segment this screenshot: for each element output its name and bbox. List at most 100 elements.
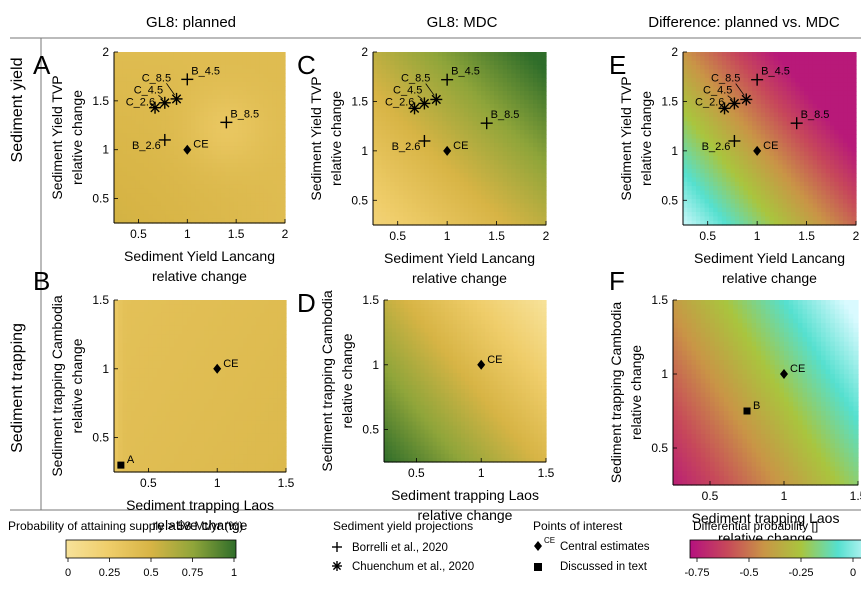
- heatmap-cell: [825, 177, 831, 183]
- heatmap-cell: [250, 111, 256, 117]
- heatmap-cell: [437, 125, 443, 131]
- heatmap-cell: [381, 194, 387, 200]
- heatmap-cell: [799, 116, 805, 122]
- heatmap-cell: [433, 138, 439, 144]
- heatmap-cell: [263, 205, 269, 211]
- heatmap-cell: [420, 168, 426, 174]
- heatmap-cell: [511, 125, 517, 131]
- heatmap-cell: [782, 73, 788, 79]
- heatmap-cell: [804, 160, 810, 166]
- heatmap-cell: [259, 184, 265, 190]
- heatmap-cell: [267, 90, 273, 96]
- heatmap-cell: [765, 99, 771, 105]
- heatmap-cell: [463, 168, 469, 174]
- heatmap-cell: [834, 99, 840, 105]
- heatmap-cell: [255, 175, 260, 181]
- heatmap-cell: [126, 73, 132, 79]
- heatmap-cell: [242, 171, 248, 177]
- heatmap-cell: [195, 188, 201, 194]
- heatmap-cell: [498, 138, 504, 144]
- heatmap-cell: [476, 168, 482, 174]
- heatmap-cell: [416, 173, 422, 179]
- heatmap-cell: [721, 151, 727, 157]
- heatmap-cell: [437, 190, 443, 196]
- heatmap-cell: [143, 69, 149, 74]
- heatmap-cell: [246, 111, 252, 117]
- heatmap-cell: [507, 181, 512, 187]
- heatmap-cell: [704, 56, 710, 62]
- heatmap-cell: [743, 112, 749, 118]
- heatmap-cell: [851, 207, 857, 213]
- heatmap-cell: [752, 168, 758, 174]
- heatmap-cell: [446, 220, 452, 226]
- heatmap-cell: [242, 180, 248, 186]
- heatmap-cell: [118, 150, 124, 156]
- heatmap-cell: [825, 125, 831, 131]
- heatmap-cell: [494, 203, 500, 209]
- heatmap-cell: [203, 56, 209, 62]
- heatmap-cell: [377, 116, 383, 122]
- heatmap-cell: [429, 90, 435, 96]
- heatmap-cell: [730, 56, 736, 62]
- heatmap-cell: [786, 147, 792, 153]
- heatmap-cell: [139, 197, 145, 203]
- heatmap-cell: [429, 190, 435, 196]
- row-title-sediment-yield: Sediment yield: [9, 58, 26, 163]
- heatmap-cell: [246, 214, 252, 220]
- heatmap-cell: [494, 147, 500, 153]
- heatmap-cell: [765, 212, 771, 217]
- heatmap-cell: [114, 116, 119, 122]
- heatmap-cell: [528, 160, 534, 166]
- heatmap-cell: [537, 69, 543, 75]
- heatmap-cell: [272, 94, 278, 100]
- heatmap-cell: [520, 181, 525, 187]
- point-label: C_8.5: [711, 73, 740, 85]
- heatmap-cell: [765, 69, 771, 75]
- heatmap-cell: [216, 133, 222, 139]
- heatmap-cell: [212, 111, 218, 117]
- heatmap-cell: [250, 150, 256, 156]
- heatmap-cell: [267, 205, 273, 211]
- heatmap-cell: [455, 138, 461, 144]
- heatmap-cell: [541, 90, 547, 96]
- heatmap-cell: [420, 190, 426, 196]
- heatmap-cell: [533, 103, 538, 109]
- heatmap-cell: [455, 112, 461, 118]
- heatmap-cell: [769, 103, 775, 109]
- heatmap-cell: [437, 95, 443, 101]
- heatmap-cell: [203, 167, 209, 173]
- heatmap-cell: [169, 116, 175, 122]
- heatmap-cell: [524, 60, 530, 66]
- heatmap-cell: [377, 194, 383, 200]
- heatmap-cell: [756, 95, 762, 101]
- heatmap-cell: [118, 141, 124, 147]
- heatmap-cell: [135, 201, 141, 207]
- heatmap-cell: [246, 94, 252, 100]
- heatmap-cell: [398, 73, 404, 79]
- heatmap-cell: [225, 77, 231, 83]
- heatmap-cell: [424, 82, 430, 88]
- heatmap-cell: [799, 138, 805, 144]
- heatmap-cell: [528, 60, 534, 66]
- point-label: B_2.6: [702, 141, 731, 153]
- heatmap-cell: [739, 56, 745, 62]
- heatmap-cell: [821, 60, 827, 66]
- heatmap-cell: [433, 73, 439, 79]
- heatmap-cell: [847, 220, 853, 226]
- heatmap-cell: [148, 180, 154, 186]
- heatmap-cell: [782, 190, 788, 196]
- heatmap-cell: [377, 207, 383, 213]
- heatmap-cell: [808, 216, 814, 222]
- heatmap-cell: [765, 199, 771, 204]
- heatmap-cell: [804, 212, 810, 217]
- heatmap-cell: [734, 194, 740, 200]
- heatmap-cell: [515, 151, 521, 157]
- heatmap-cell: [237, 146, 243, 151]
- heatmap-cell: [769, 155, 775, 161]
- heatmap-cell: [433, 90, 439, 96]
- heatmap-cell: [825, 160, 831, 166]
- heatmap-cell: [528, 199, 534, 204]
- heatmap-cell: [507, 190, 512, 196]
- heatmap-cell: [250, 158, 256, 164]
- heatmap-cell: [830, 77, 835, 83]
